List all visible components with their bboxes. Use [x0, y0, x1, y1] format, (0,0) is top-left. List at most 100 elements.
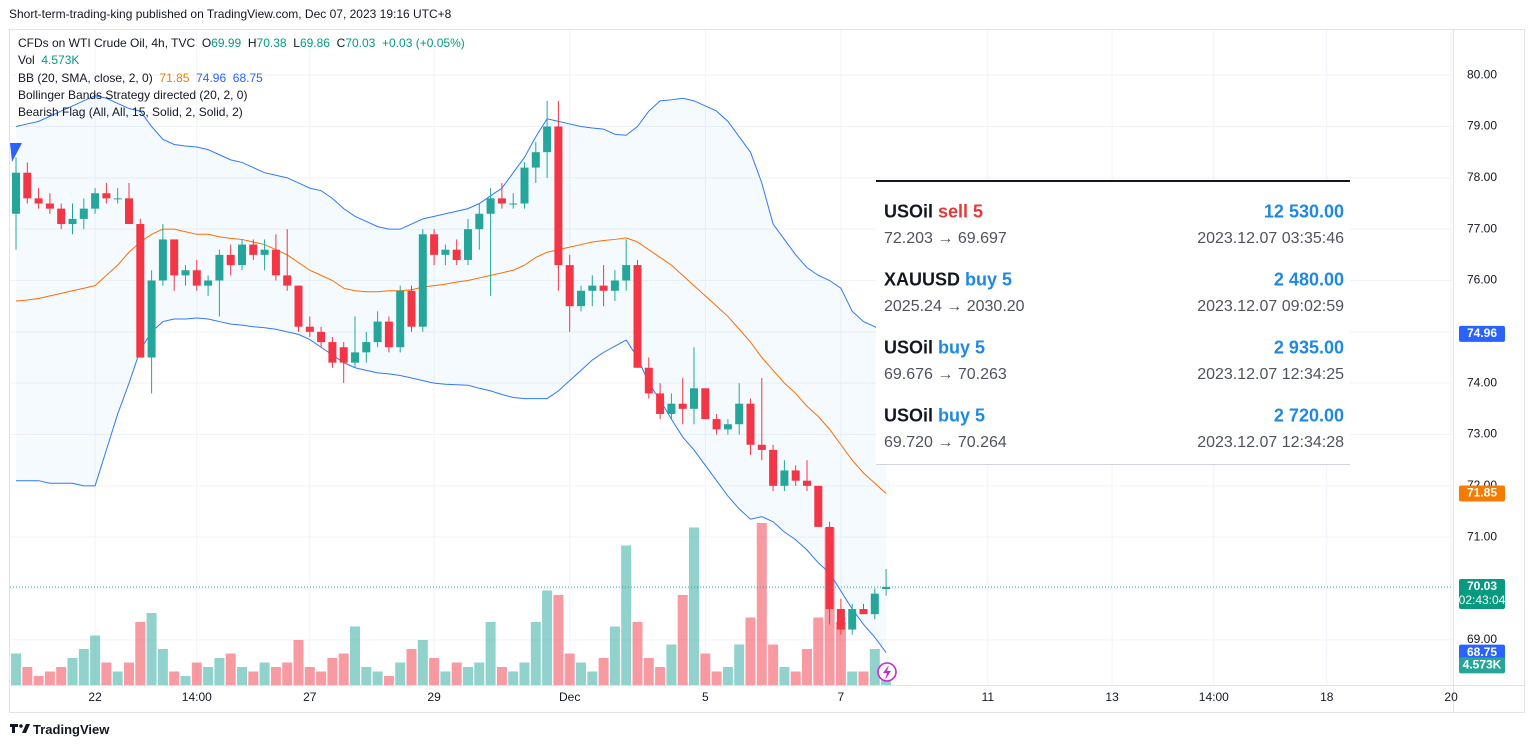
l-label: L: [293, 36, 300, 50]
volume-bar: [78, 649, 89, 685]
candle-body: [294, 285, 303, 327]
trade-symbol: USOil: [884, 201, 934, 222]
brand-logo: [10, 724, 30, 733]
brand: TradingView: [33, 722, 110, 737]
volume-bar: [813, 617, 824, 685]
h-value: 70.38: [256, 36, 287, 50]
price-badge-countdown: 02:43:04: [1459, 593, 1506, 607]
bb-upper: 74.96: [196, 70, 227, 85]
lower-badge-bg: [1459, 644, 1505, 661]
symbol: CFDs on WTI Crude Oil, 4h, TVC: [18, 36, 196, 50]
vol-label: Vol: [18, 53, 35, 68]
volume-bar: [124, 662, 134, 685]
candle-body: [531, 152, 540, 168]
frame: [9, 29, 1525, 713]
candle-body: [577, 290, 585, 307]
y-tick-label: 73.00: [1467, 427, 1497, 441]
trade-title: XAUUSD buy 5: [884, 270, 1012, 291]
candle-body: [678, 403, 687, 409]
candle-body: [34, 198, 43, 204]
volume-badge-bg: [1459, 657, 1505, 674]
volume-bar: [869, 649, 880, 685]
volume-bar: [406, 649, 417, 685]
volume-bar: [112, 671, 123, 685]
candle-body: [644, 367, 653, 394]
volume-bar: [11, 653, 21, 685]
volume-bar: [508, 671, 519, 685]
trade-row: USOil buy 5 2 935.00 69.676 → 70.263 2023.1…: [884, 328, 1344, 388]
candle-body: [769, 449, 778, 486]
volume-bar: [542, 590, 553, 685]
y-tick-label: 80.00: [1467, 67, 1497, 81]
candle-body: [373, 321, 382, 343]
trade-panel: USOil sell 5 12 530.00 72.203 → 69.697 2023…: [876, 180, 1350, 465]
candle-body: [102, 193, 111, 199]
candle-body: [45, 203, 54, 209]
volume-bar: [169, 671, 180, 685]
legend-bb: BB (20, SMA, close, 2, 0) 71.85 74.96 68…: [18, 70, 465, 87]
trade-prices: 2025.24 → 2030.20: [884, 298, 1025, 315]
candle-body: [192, 270, 201, 286]
candle-body: [464, 229, 472, 260]
x-tick-label: 5: [702, 690, 709, 704]
trade-time: 2023.12.07 12:34:28: [1197, 434, 1344, 451]
vol-value: 4.573K: [41, 53, 80, 68]
trade-row: USOil sell 5 12 530.00 72.203 → 69.697 2023…: [884, 192, 1344, 252]
candle-body: [803, 480, 811, 486]
publish-header: Short-term-trading-king published on Tra…: [9, 7, 452, 21]
candle-body: [441, 249, 450, 255]
price-badge: 70.03: [1467, 579, 1497, 593]
volume-bar: [304, 667, 315, 685]
candle-body: [91, 193, 100, 209]
price-badge-bg: [1459, 578, 1505, 609]
volume-bar: [270, 667, 281, 685]
candle-body: [226, 254, 235, 266]
candle-body: [667, 403, 676, 414]
band-line: [15, 228, 887, 494]
candle-body: [68, 218, 77, 225]
upper-badge-bg: [1459, 325, 1505, 342]
trade-profit: 12 530.00: [1263, 201, 1344, 222]
candle-body: [283, 275, 292, 286]
volume-bar: [237, 667, 247, 685]
volume-bar: [587, 671, 598, 685]
trade-title: USOil sell 5: [884, 202, 983, 223]
candle-body: [757, 444, 766, 450]
volume-bar: [282, 662, 293, 685]
candle-body: [870, 593, 879, 615]
volume-bar: [553, 595, 564, 685]
candle-body: [712, 419, 721, 430]
candle-body: [475, 213, 484, 230]
candle-body: [859, 609, 868, 615]
volume-bar: [361, 667, 372, 685]
trade-prices: 72.203 → 69.697: [884, 230, 1007, 247]
candle-body: [814, 485, 823, 527]
candle-body: [690, 388, 698, 409]
candle-body: [79, 208, 88, 219]
candle-body: [656, 393, 665, 414]
candle-body: [158, 239, 167, 281]
volume-bar: [768, 644, 779, 685]
candle-body: [791, 470, 800, 481]
band-line: [16, 317, 887, 653]
volume-bar: [530, 622, 541, 685]
volume-bar: [485, 622, 496, 685]
y-tick-label: 77.00: [1467, 221, 1497, 235]
candle-body: [565, 265, 574, 307]
volume-bar: [847, 671, 858, 685]
volume-bar: [576, 662, 586, 685]
volume-bar: [666, 644, 677, 685]
volume-bar: [293, 640, 304, 685]
candle-body: [486, 198, 495, 214]
legend: CFDs on WTI Crude Oil, 4h, TVC O69.99 H7…: [18, 35, 465, 121]
y-tick-label: 78.00: [1467, 170, 1497, 184]
candle-body: [610, 280, 619, 291]
candle-body: [238, 244, 246, 266]
bb-lower: 68.75: [232, 70, 263, 85]
volume-bar: [474, 662, 485, 685]
candle-body: [882, 586, 891, 590]
x-tick-label: 22: [88, 690, 102, 704]
candle-body: [351, 352, 359, 363]
l-value: 69.86: [299, 36, 330, 50]
volume-bar: [214, 658, 225, 685]
